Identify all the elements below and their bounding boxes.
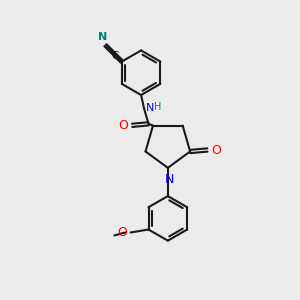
Text: C: C (112, 51, 119, 61)
Text: O: O (118, 119, 128, 132)
Text: O: O (117, 226, 127, 239)
Text: N: N (146, 103, 154, 113)
Text: H: H (154, 102, 161, 112)
Text: O: O (211, 143, 221, 157)
Text: N: N (165, 173, 174, 186)
Text: N: N (98, 32, 108, 42)
